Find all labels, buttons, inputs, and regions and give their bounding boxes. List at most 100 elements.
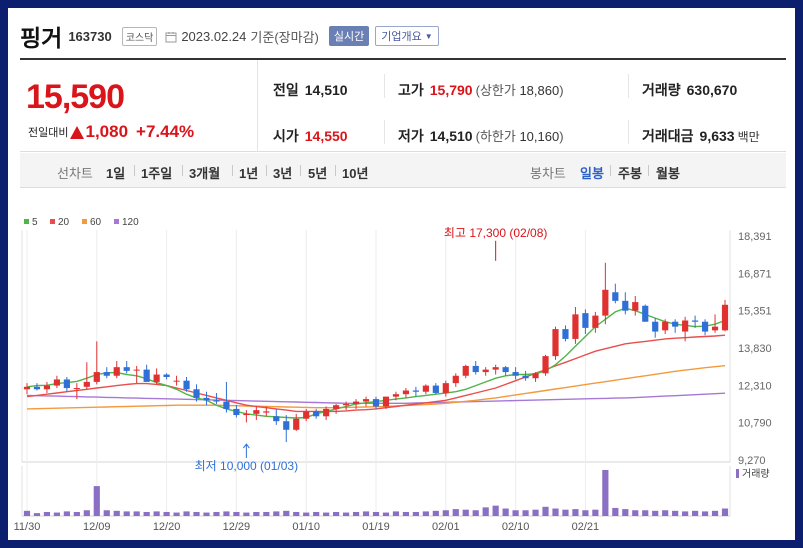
quote-date: 2023.02.24 <box>181 28 247 44</box>
candle-body <box>33 386 41 390</box>
candle-body <box>293 418 300 430</box>
tab-weekly[interactable]: 주봉 <box>618 166 642 181</box>
low-price: 저가 14,510 (하한가 10,160) <box>398 128 564 144</box>
lower-limit-label: 하한가 <box>479 129 516 144</box>
volume-bar <box>23 510 31 516</box>
max-annotation: 최고 17,300 (02/08) <box>444 226 547 240</box>
stock-name[interactable]: 핑거 <box>20 25 63 51</box>
candle-body <box>93 372 100 382</box>
tab-1day[interactable]: 1일 <box>106 166 126 181</box>
candle-body <box>103 372 110 376</box>
candle-chart-label[interactable]: 봉차트 <box>530 166 566 181</box>
candle-body <box>632 302 639 311</box>
volume-bar <box>273 511 280 516</box>
x-tick-label: 11/30 <box>14 521 41 533</box>
volume-bar <box>542 506 549 516</box>
upper-limit-value: 18,860 <box>519 83 560 98</box>
volume-legend-swatch <box>736 469 739 478</box>
candle-body <box>552 329 559 357</box>
candle-body <box>342 404 350 406</box>
volume-bar <box>323 512 330 516</box>
divider <box>266 165 267 176</box>
y-tick-label: 13,830 <box>738 343 772 355</box>
volume-bar <box>63 511 70 516</box>
divider <box>628 74 629 98</box>
quote-basis: 기준(장마감) <box>250 29 319 45</box>
candle-body <box>711 326 719 331</box>
candle-body <box>362 399 370 402</box>
tab-monthly[interactable]: 월봉 <box>656 166 680 181</box>
volume-bar <box>33 513 41 516</box>
volume-bar <box>213 511 220 516</box>
volume-bar <box>662 510 669 516</box>
x-tick-label: 02/01 <box>432 521 460 533</box>
volume-bar <box>672 510 679 516</box>
volume-bar <box>83 510 90 516</box>
divider <box>628 120 629 144</box>
up-arrow-icon <box>70 125 85 139</box>
x-tick-label: 02/21 <box>572 521 600 533</box>
candle-body <box>622 300 629 311</box>
candle-body <box>682 320 689 332</box>
stock-widget: 핑거 163730 코스닥 2023.02.24 기준(장마감) 실시간 기업개… <box>8 8 795 540</box>
tab-3month[interactable]: 3개월 <box>189 166 221 181</box>
trade-value-unit: 백만 <box>737 130 760 144</box>
volume-bar <box>642 510 649 516</box>
volume-bar <box>342 512 350 516</box>
tab-1year[interactable]: 1년 <box>239 166 259 181</box>
candle-body <box>352 401 360 405</box>
volume-bar <box>472 510 479 516</box>
candle-body <box>113 367 120 376</box>
candle-body <box>482 369 489 373</box>
high-value: 15,790 <box>429 82 473 98</box>
prev-close-value: 14,510 <box>304 82 348 98</box>
candle-body <box>313 411 320 417</box>
tab-daily[interactable]: 일봉 <box>580 166 604 181</box>
volume-bar <box>492 505 499 516</box>
volume-bar <box>173 512 180 516</box>
candle-body <box>452 375 459 384</box>
tab-3year[interactable]: 3년 <box>273 166 293 181</box>
price-area: 15,590 전일대비 1,080 +7.44% <box>20 60 258 152</box>
change-value: 1,080 <box>85 122 129 141</box>
open-price: 시가 14,550 <box>273 126 348 146</box>
volume-bar <box>113 510 120 516</box>
y-tick-label: 16,871 <box>738 268 772 280</box>
candle-body <box>253 410 260 414</box>
company-info-dropdown[interactable]: 기업개요 ▼ <box>375 26 439 46</box>
legend-label: 120 <box>122 217 139 228</box>
candle-body <box>43 385 51 390</box>
y-tick-label: 15,351 <box>738 306 772 318</box>
realtime-button[interactable]: 실시간 <box>328 26 370 46</box>
stock-header: 핑거 163730 코스닥 2023.02.24 기준(장마감) 실시간 기업개… <box>20 22 439 51</box>
tab-10year[interactable]: 10년 <box>342 166 369 181</box>
low-label: 저가 <box>398 128 424 144</box>
volume-bar <box>133 511 140 516</box>
y-tick-label: 12,310 <box>738 380 772 392</box>
volume-bar <box>562 509 569 516</box>
volume-bar <box>253 511 260 516</box>
x-tick-label: 01/19 <box>362 521 390 533</box>
min-arrow-icon <box>242 443 250 449</box>
candle-body <box>422 385 429 392</box>
candle-body <box>193 389 200 398</box>
candle-body <box>582 313 589 328</box>
volume-bar <box>502 508 509 516</box>
tab-5year[interactable]: 5년 <box>308 166 328 181</box>
market-badge: 코스닥 <box>121 26 158 46</box>
candle-body <box>163 374 170 377</box>
volume-bar <box>123 511 130 516</box>
candle-body <box>133 369 140 371</box>
line-chart-label[interactable]: 선차트 <box>57 166 93 181</box>
candle-body <box>412 390 419 392</box>
change-row: 전일대비 1,080 +7.44% <box>28 122 194 142</box>
volume-bar <box>462 509 469 516</box>
candle-body <box>672 321 679 327</box>
change-label: 전일대비 <box>28 127 69 139</box>
candle-body <box>701 321 709 332</box>
candle-body <box>462 365 469 376</box>
tab-1week[interactable]: 1주일 <box>141 166 173 181</box>
volume-bar <box>263 511 270 516</box>
candlestick-chart[interactable]: 18,391 16,871 15,351 13,830 12,310 10,790 9,27… <box>8 198 795 540</box>
volume-bar <box>552 508 559 516</box>
